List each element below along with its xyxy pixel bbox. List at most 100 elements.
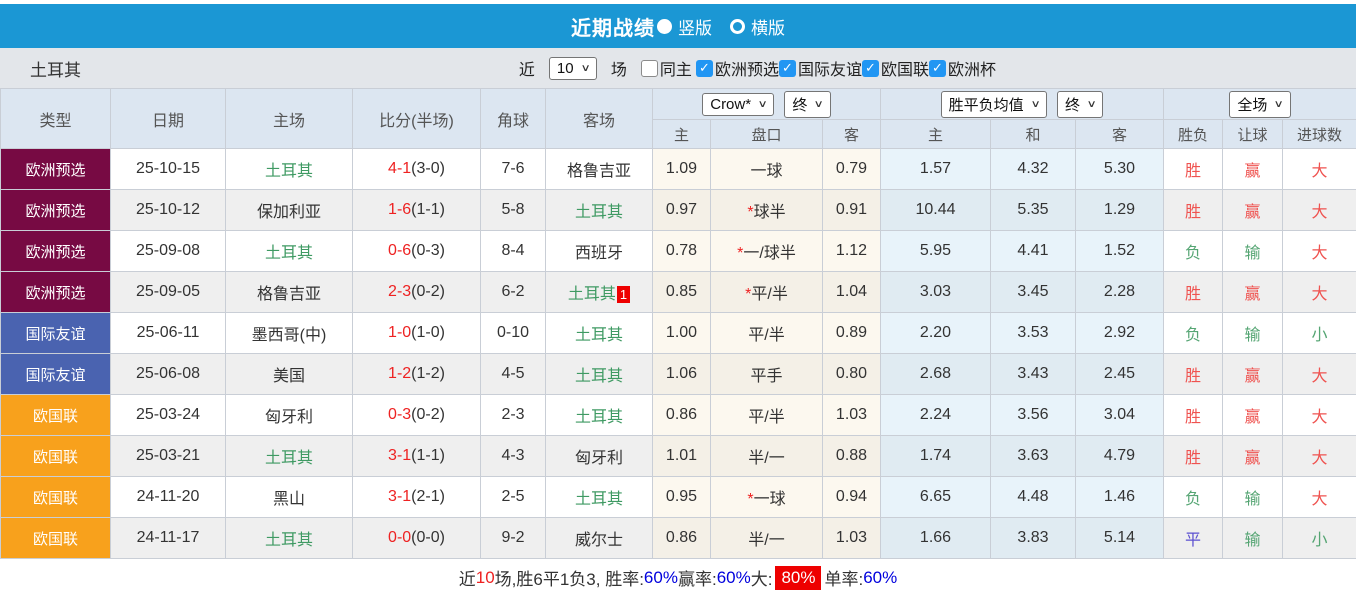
- scope-select[interactable]: 全场 ∨: [1229, 91, 1290, 118]
- competition-checkbox[interactable]: ✓国际友谊: [779, 56, 862, 80]
- corner-count: 2-5: [481, 477, 546, 518]
- handicap-result: 赢: [1223, 436, 1283, 477]
- corner-count: 8-4: [481, 231, 546, 272]
- mean-away: 5.14: [1076, 518, 1164, 559]
- match-date: 25-06-11: [111, 313, 226, 354]
- mean-draw: 3.63: [991, 436, 1076, 477]
- match-type-badge: 欧国联: [1, 518, 111, 559]
- subcol-handicap-result: 让球: [1223, 120, 1283, 149]
- radio-horizontal-layout[interactable]: 横版: [730, 14, 785, 39]
- odds-away: 1.12: [823, 231, 881, 272]
- match-row: 国际友谊 25-06-11 墨西哥(中) 1-0(1-0) 0-10 土耳其 1…: [1, 313, 1356, 354]
- corner-count: 5-8: [481, 190, 546, 231]
- odds-time-select[interactable]: 终 ∨: [784, 91, 830, 118]
- handicap-line: 平手: [711, 354, 823, 395]
- mean-home: 10.44: [881, 190, 991, 231]
- competition-checkbox[interactable]: ✓欧洲杯: [929, 56, 996, 80]
- goals-result: 大: [1283, 477, 1356, 518]
- same-home-label: 同主: [660, 56, 692, 80]
- mean-away: 5.30: [1076, 149, 1164, 190]
- handicap-result: 输: [1223, 313, 1283, 354]
- match-count-select[interactable]: 10 ∨: [549, 57, 597, 80]
- winlose-result: 胜: [1164, 149, 1223, 190]
- odds-home: 0.78: [653, 231, 711, 272]
- mean-away: 2.92: [1076, 313, 1164, 354]
- games-label: 场: [611, 56, 627, 80]
- home-team: 黑山: [226, 477, 353, 518]
- panel-title: 近期战绩: [571, 12, 655, 41]
- competition-checkbox[interactable]: ✓欧国联: [862, 56, 929, 80]
- winlose-result: 平: [1164, 518, 1223, 559]
- match-row: 欧国联 24-11-17 土耳其 0-0(0-0) 9-2 威尔士 0.86 半…: [1, 518, 1356, 559]
- col-score: 比分(半场): [353, 89, 481, 149]
- chevron-down-icon: ∨: [758, 99, 768, 110]
- odds-time-value: 终: [792, 94, 807, 115]
- subcol-goals: 进球数: [1283, 120, 1356, 149]
- match-date: 25-09-05: [111, 272, 226, 313]
- corner-count: 2-3: [481, 395, 546, 436]
- match-date: 24-11-17: [111, 518, 226, 559]
- near-label: 近: [519, 56, 535, 80]
- mean-draw: 5.35: [991, 190, 1076, 231]
- mean-away: 1.52: [1076, 231, 1164, 272]
- winlose-result: 负: [1164, 313, 1223, 354]
- summary-segment: 60%: [717, 568, 751, 588]
- winlose-result: 负: [1164, 231, 1223, 272]
- handicap-result: 赢: [1223, 272, 1283, 313]
- bookmaker-select[interactable]: Crow* ∨: [702, 93, 774, 116]
- match-row: 欧洲预选 25-10-12 保加利亚 1-6(1-1) 5-8 土耳其 0.97…: [1, 190, 1356, 231]
- mean-away: 2.45: [1076, 354, 1164, 395]
- same-home-checkbox[interactable]: 同主: [641, 56, 692, 80]
- chevron-down-icon: ∨: [814, 99, 824, 110]
- goals-result: 大: [1283, 354, 1356, 395]
- radio-vertical-layout[interactable]: 竖版: [665, 14, 712, 39]
- team-name: 土耳其: [30, 56, 81, 81]
- mean-draw: 3.56: [991, 395, 1076, 436]
- mean-draw: 3.43: [991, 354, 1076, 395]
- competition-label: 欧洲预选: [715, 56, 779, 80]
- match-row: 欧洲预选 25-10-15 土耳其 4-1(3-0) 7-6 格鲁吉亚 1.09…: [1, 149, 1356, 190]
- mean-draw: 3.83: [991, 518, 1076, 559]
- radio-horizontal-label: 横版: [751, 14, 785, 39]
- mean-away: 1.46: [1076, 477, 1164, 518]
- mean-home: 1.74: [881, 436, 991, 477]
- odds-away: 0.91: [823, 190, 881, 231]
- mean-type-select[interactable]: 胜平负均值 ∨: [941, 91, 1047, 118]
- radio-unselected-icon: [730, 19, 745, 34]
- away-team: 土耳其: [546, 354, 653, 395]
- col-home: 主场: [226, 89, 353, 149]
- goals-result: 大: [1283, 395, 1356, 436]
- winlose-result: 负: [1164, 477, 1223, 518]
- score-cell: 1-0(1-0): [353, 313, 481, 354]
- handicap-line: *球半: [711, 190, 823, 231]
- goals-result: 大: [1283, 436, 1356, 477]
- match-date: 25-03-21: [111, 436, 226, 477]
- mean-draw: 4.48: [991, 477, 1076, 518]
- odds-home: 0.97: [653, 190, 711, 231]
- subcol-mean-home: 主: [881, 120, 991, 149]
- home-team: 土耳其: [226, 231, 353, 272]
- subcol-mean-draw: 和: [991, 120, 1076, 149]
- handicap-result: 赢: [1223, 354, 1283, 395]
- away-team: 威尔士: [546, 518, 653, 559]
- score-cell: 3-1(2-1): [353, 477, 481, 518]
- away-team: 格鲁吉亚: [546, 149, 653, 190]
- col-date: 日期: [111, 89, 226, 149]
- panel-header: 近期战绩 竖版 横版: [0, 4, 1356, 48]
- winlose-result: 胜: [1164, 395, 1223, 436]
- mean-time-select[interactable]: 终 ∨: [1057, 91, 1103, 118]
- mean-type-value: 胜平负均值: [949, 94, 1024, 115]
- corner-count: 7-6: [481, 149, 546, 190]
- mean-away: 2.28: [1076, 272, 1164, 313]
- match-type-badge: 国际友谊: [1, 313, 111, 354]
- checkbox-checked-icon: ✓: [696, 60, 713, 77]
- home-team: 土耳其: [226, 518, 353, 559]
- match-type-badge: 欧洲预选: [1, 272, 111, 313]
- odds-away: 1.04: [823, 272, 881, 313]
- match-date: 24-11-20: [111, 477, 226, 518]
- competition-checkbox[interactable]: ✓欧洲预选: [696, 56, 779, 80]
- checkbox-checked-icon: ✓: [862, 60, 879, 77]
- radio-vertical-label: 竖版: [678, 14, 712, 39]
- mean-home: 5.95: [881, 231, 991, 272]
- summary-segment: 80%: [775, 566, 821, 590]
